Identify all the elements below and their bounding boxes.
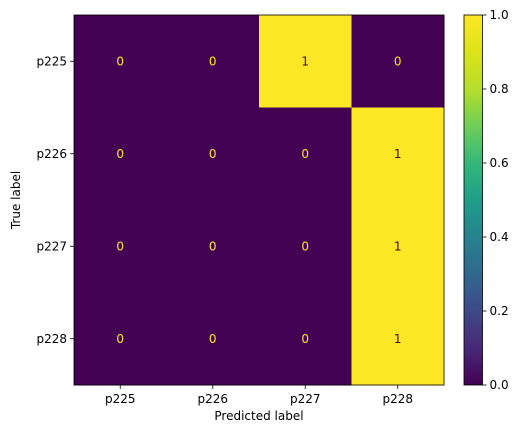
matrix-frame <box>73 14 445 386</box>
y-axis-label: True label <box>9 171 23 230</box>
colorbar-tick-label: 1.0 <box>490 8 509 22</box>
heatmap-cell <box>259 200 352 293</box>
cell-value-label: 0 <box>116 239 124 253</box>
x-tick-label: p225 <box>105 392 136 406</box>
cell-value-label: 1 <box>394 147 402 161</box>
cell-value-label: 0 <box>301 239 309 253</box>
colorbar-tick-label: 0.6 <box>490 156 509 170</box>
heatmap-cell <box>259 15 352 108</box>
matrix-area: 0 0 1 0 0 0 0 1 0 0 0 1 0 0 0 1 p225 p226 p227 p228 p225 p226… <box>36 14 445 406</box>
heatmap-cell <box>351 107 445 201</box>
cell-value-label: 0 <box>209 332 217 346</box>
colorbar-frame <box>463 14 483 386</box>
heatmap-cell <box>259 107 352 201</box>
heatmap-cell <box>166 200 260 293</box>
y-tick-label: p226 <box>36 147 67 161</box>
cell-value-label: 0 <box>209 239 217 253</box>
colorbar-tick-label: 0.2 <box>490 304 509 318</box>
colorbar: 0.0 0.2 0.4 0.6 0.8 1.0 <box>463 8 509 392</box>
heatmap-cell <box>166 107 260 201</box>
x-tick-label: p228 <box>382 392 413 406</box>
cell-value-label: 1 <box>394 239 402 253</box>
cell-value-label: 0 <box>209 54 217 68</box>
heatmap-cell <box>351 292 445 386</box>
y-tick-label: p225 <box>36 54 67 68</box>
heatmap-cell <box>166 15 260 108</box>
colorbar-tick-label: 0.8 <box>490 82 509 96</box>
cell-value-label: 0 <box>301 332 309 346</box>
y-tick-label: p227 <box>36 239 67 253</box>
cell-value-label: 0 <box>116 147 124 161</box>
cell-value-label: 0 <box>116 54 124 68</box>
cell-value-label: 0 <box>209 147 217 161</box>
colorbar-tick-label: 0.4 <box>490 230 509 244</box>
colorbar-gradient <box>464 15 483 385</box>
x-axis-label: Predicted label <box>214 409 303 423</box>
heatmap-cell <box>74 107 167 201</box>
cell-value-label: 1 <box>301 54 309 68</box>
cell-value-label: 0 <box>116 332 124 346</box>
heatmap-cell <box>259 292 352 386</box>
heatmap-cell <box>74 15 167 108</box>
cell-value-label: 0 <box>301 147 309 161</box>
heatmap-cell <box>74 200 167 293</box>
heatmap-cell <box>351 200 445 293</box>
heatmap-cell <box>351 15 445 108</box>
x-tick-label: p227 <box>290 392 321 406</box>
x-tick-label: p226 <box>197 392 228 406</box>
heatmap-cell <box>74 292 167 386</box>
cell-value-label: 1 <box>394 332 402 346</box>
y-tick-label: p228 <box>36 332 67 346</box>
colorbar-tick-label: 0.0 <box>490 378 509 392</box>
heatmap-cell <box>166 292 260 386</box>
cell-value-label: 0 <box>394 54 402 68</box>
